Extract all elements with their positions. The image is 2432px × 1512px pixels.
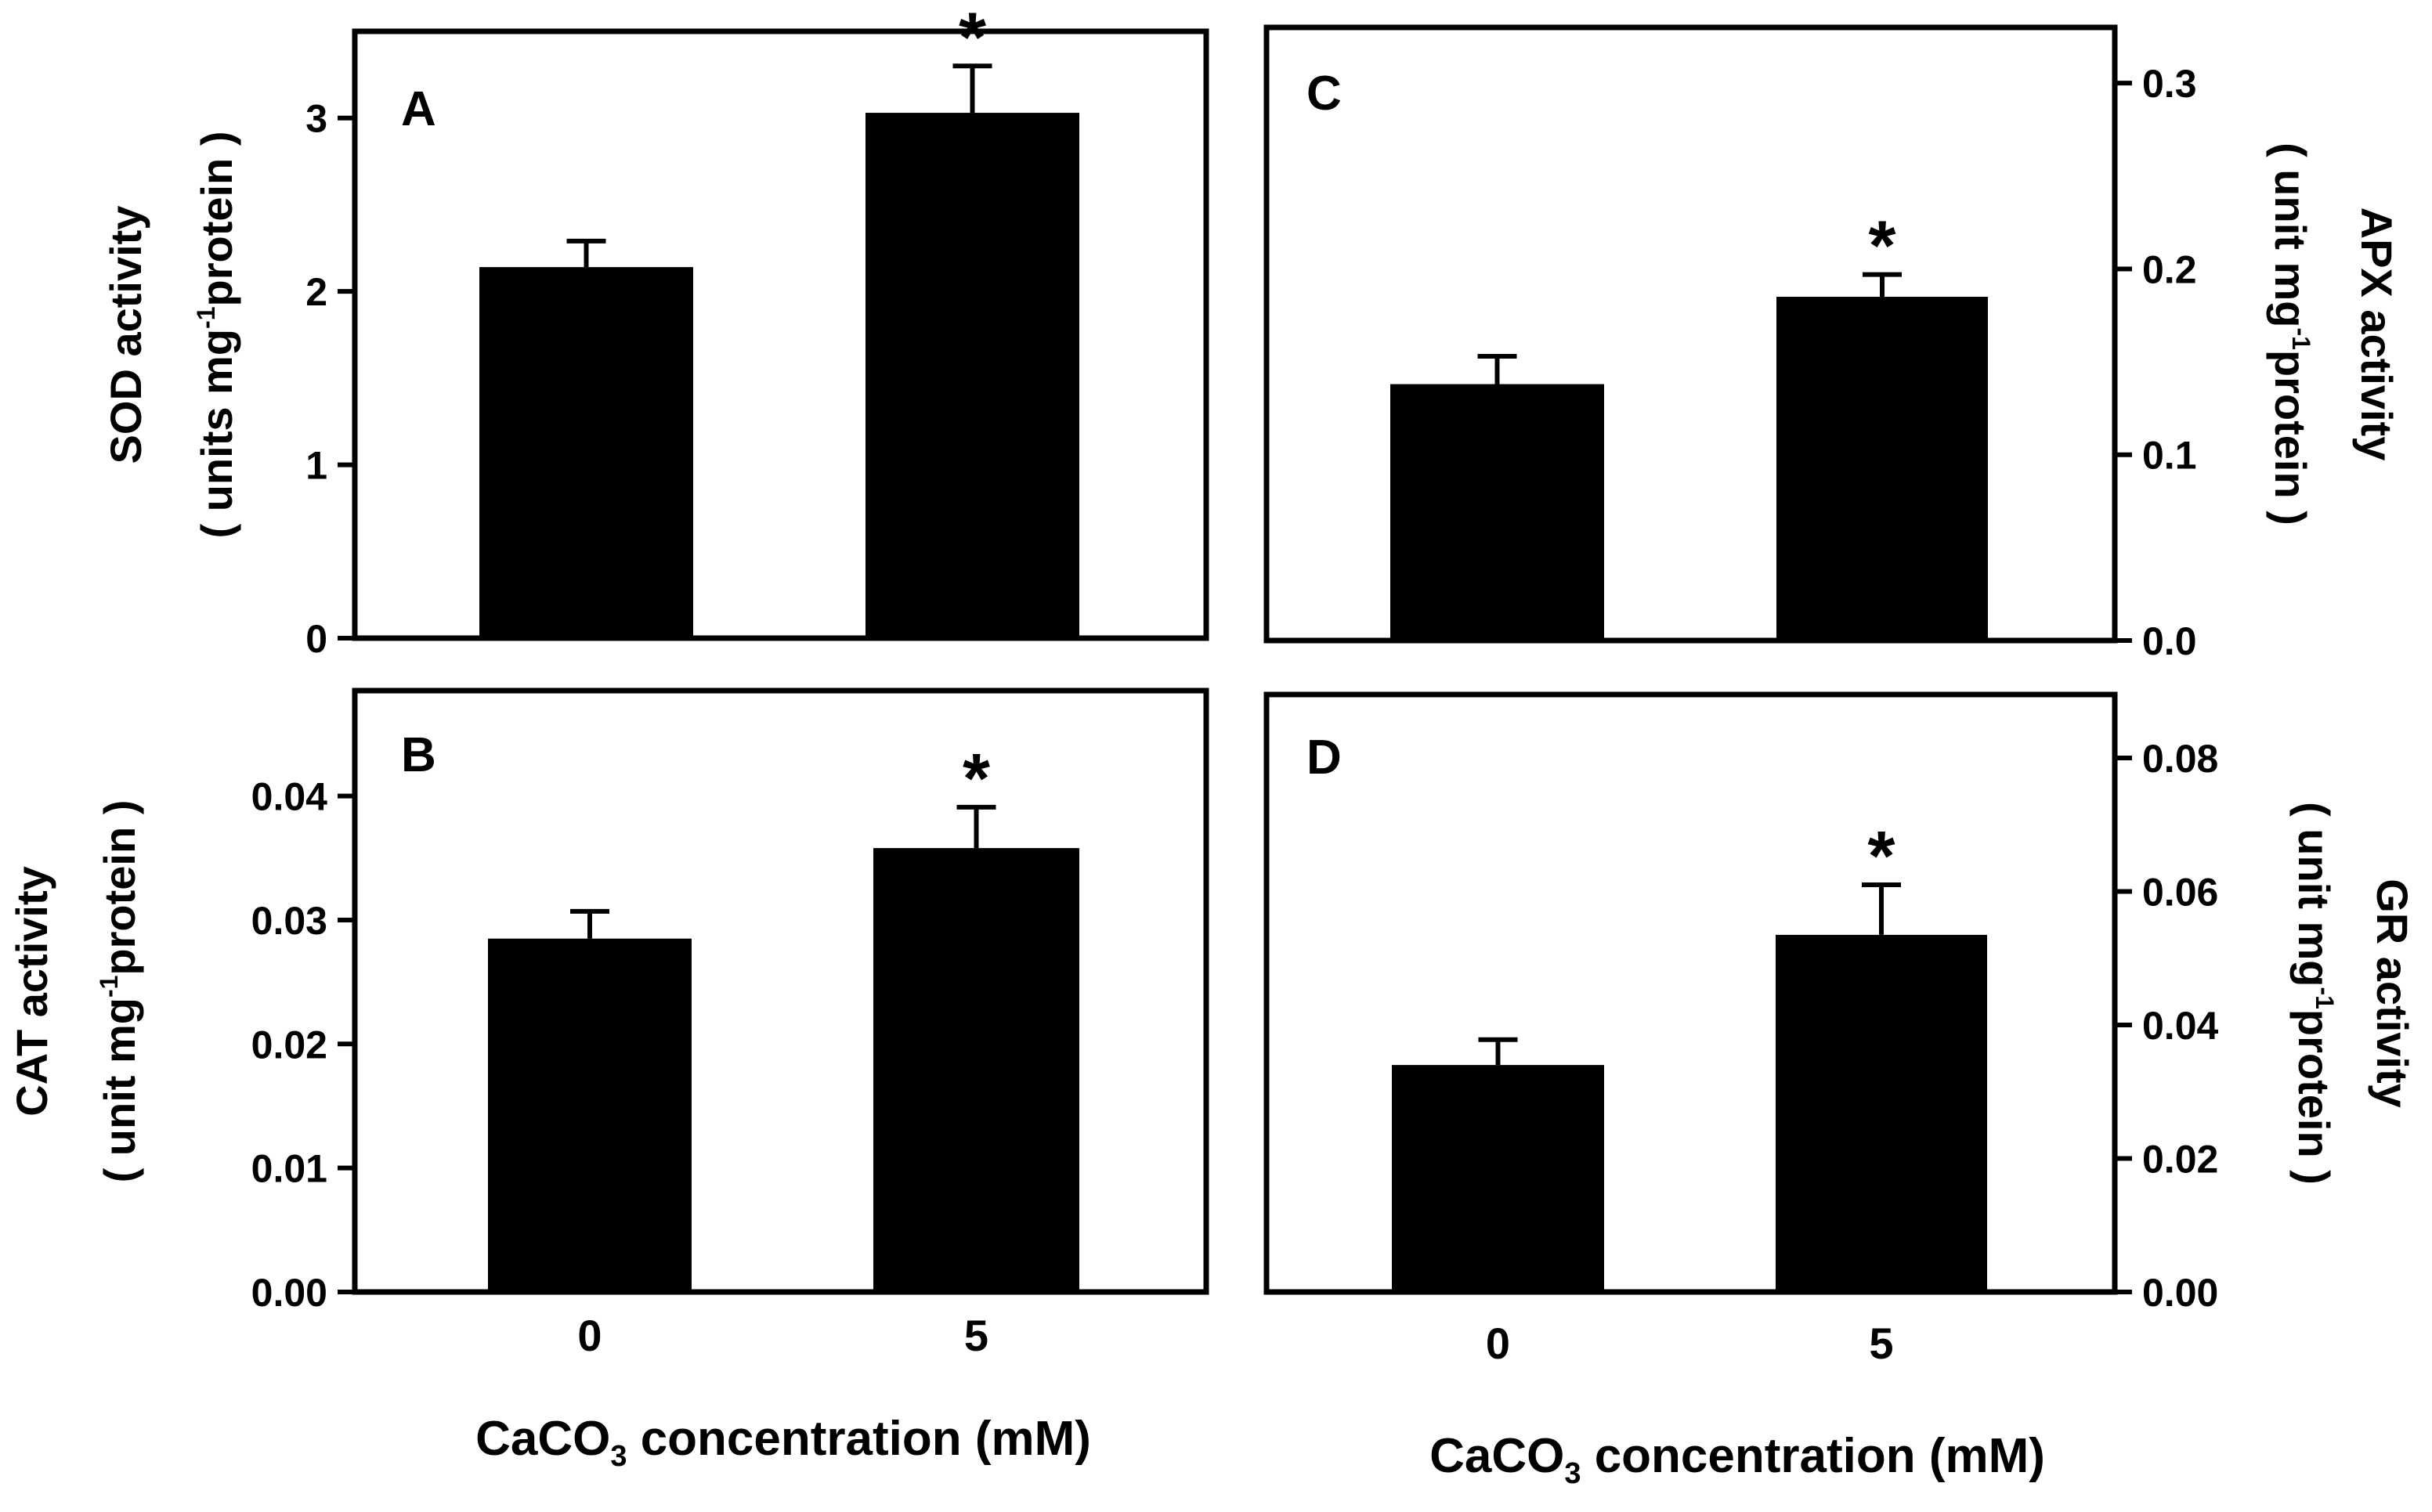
panel-c-label: C — [1306, 67, 1342, 121]
panel-c: 0.0 0.1 0.2 0.3 * C APX activity ( unit mg-1pro… — [1263, 24, 2401, 663]
panel-d-xtick-label: 5 — [1869, 1319, 1893, 1368]
panel-d-ytick-label: 0.04 — [2142, 1004, 2219, 1048]
panel-a-bar-5 — [865, 113, 1079, 639]
panel-d-significance-star: * — [1867, 817, 1895, 896]
panel-b-ytick-label: 0.00 — [251, 1271, 327, 1315]
panel-c-ytick-label: 0.2 — [2142, 247, 2197, 291]
panel-b-ytick-label: 0.02 — [251, 1023, 327, 1066]
panel-a-frame — [352, 28, 1209, 641]
panel-b-bar-5 — [873, 848, 1079, 1292]
panel-a-ytick-label: 0 — [305, 617, 327, 661]
panel-d-frame — [1263, 691, 2118, 1295]
panel-a-ytick-label: 3 — [305, 97, 327, 141]
panel-d-ylabel: GR activity — [2368, 879, 2417, 1108]
panel-b-label: B — [401, 728, 436, 782]
panel-d-ytick-label: 0.02 — [2142, 1137, 2218, 1181]
panel-a-significance-star: * — [959, 0, 986, 77]
panel-c-significance-star: * — [1868, 207, 1895, 286]
panel-d-ytick-label: 0.00 — [2142, 1271, 2218, 1315]
panel-b-frame — [352, 687, 1209, 1295]
panel-b-ytick-label: 0.03 — [251, 899, 327, 943]
panel-b: 0.00 0.01 0.02 0.03 0.04 0 * 5 B CAT activity ( un… — [7, 687, 1209, 1360]
x-axis-label-left: CaCO3 concentration (mM) — [475, 1412, 1091, 1473]
panel-c-bar-0 — [1390, 384, 1604, 641]
panel-c-bar-5 — [1776, 297, 1988, 641]
panel-d-bar-5 — [1776, 934, 1987, 1292]
panel-b-xtick-label: 5 — [964, 1311, 988, 1360]
panel-c-ylabel-units: ( unit mg-1protein ) — [2266, 143, 2315, 525]
panel-b-significance-star: * — [963, 740, 990, 818]
panel-d-xtick-label: 0 — [1486, 1319, 1510, 1368]
panel-c-ytick-label: 0.1 — [2142, 434, 2197, 478]
panel-c-ylabel: APX activity — [2352, 207, 2401, 461]
panel-d-label: D — [1306, 731, 1342, 785]
panel-b-ytick-label: 0.04 — [251, 775, 328, 819]
panel-b-ylabel: CAT activity — [7, 866, 56, 1116]
x-axis-label-right: CaCO3 concentration (mM) — [1429, 1429, 2045, 1490]
panel-a: 0 1 2 3 * A SOD activity ( units mg-1protein ) — [101, 0, 1209, 661]
panel-d-bar-0 — [1392, 1065, 1604, 1292]
panel-a-ytick-label: 1 — [305, 444, 327, 488]
panel-a-ylabel-units: ( units mg-1protein ) — [192, 132, 241, 539]
panel-b-xtick-label: 0 — [577, 1311, 602, 1360]
panel-a-bar-0 — [479, 267, 693, 638]
panel-b-bar-0 — [488, 938, 692, 1292]
panel-d-ylabel-units: ( unit mg-1protein ) — [2289, 802, 2339, 1185]
panel-b-ytick-label: 0.01 — [251, 1147, 327, 1191]
panel-c-frame — [1263, 24, 2118, 644]
panel-a-ylabel: SOD activity — [101, 206, 150, 464]
panel-a-ytick-label: 2 — [305, 270, 327, 314]
panel-b-ylabel-units: ( unit mg-1protein ) — [95, 800, 144, 1183]
panel-a-label: A — [401, 82, 436, 136]
panel-d-ytick-label: 0.08 — [2142, 737, 2218, 781]
panel-d: 0.00 0.02 0.04 0.06 0.08 0 * 5 D GR activity ( uni… — [1263, 691, 2417, 1368]
panel-d-ytick-label: 0.06 — [2142, 870, 2218, 914]
panel-c-ytick-label: 0.3 — [2142, 62, 2197, 106]
panel-c-ytick-label: 0.0 — [2142, 619, 2197, 663]
